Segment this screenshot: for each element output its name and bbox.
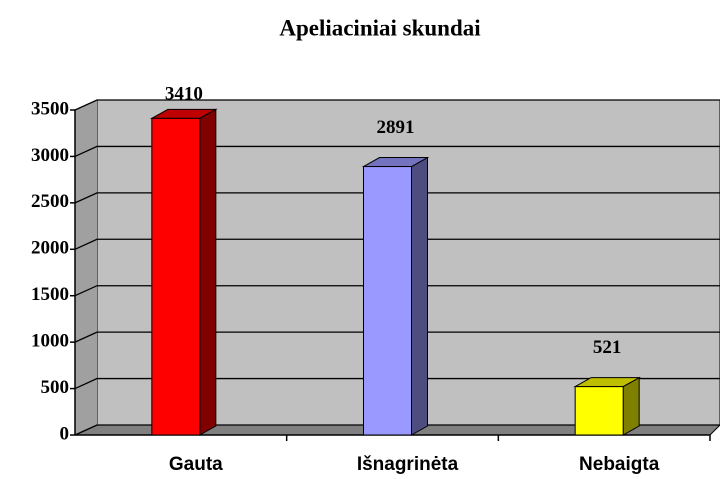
bar-side [199,108,217,436]
y-tick-label: 3500 [31,98,69,119]
grid-line [74,377,720,390]
chart-title: Apeliaciniai skundai [279,15,481,40]
data-label: 2891 [377,117,415,138]
data-label: 521 [593,337,622,358]
x-tick-label: Išnagrinėta [357,454,459,475]
data-label: 3410 [165,83,203,104]
grid-line [74,192,720,204]
y-tick-label: 3000 [31,145,69,166]
x-tick-label: Gauta [169,454,223,475]
bar [363,166,412,436]
y-tick-label: 1000 [31,331,69,352]
grid-line [74,285,720,297]
bar-side [411,156,428,436]
y-tick-label: 2000 [31,238,69,259]
grid-line [74,99,720,111]
y-tick-label: 2500 [31,191,69,212]
bar [574,386,624,436]
y-tick-label: 500 [41,377,70,398]
grid-line [74,331,720,343]
grid-line [74,424,720,436]
grid-line [74,238,720,250]
y-tick-label: 1500 [31,284,69,305]
y-tick-label: 0 [60,423,70,444]
bar [151,117,201,436]
bar-side [622,376,640,436]
side-wall [75,100,97,435]
grid-line [74,145,720,158]
x-tick-label: Nebaigta [579,454,660,475]
